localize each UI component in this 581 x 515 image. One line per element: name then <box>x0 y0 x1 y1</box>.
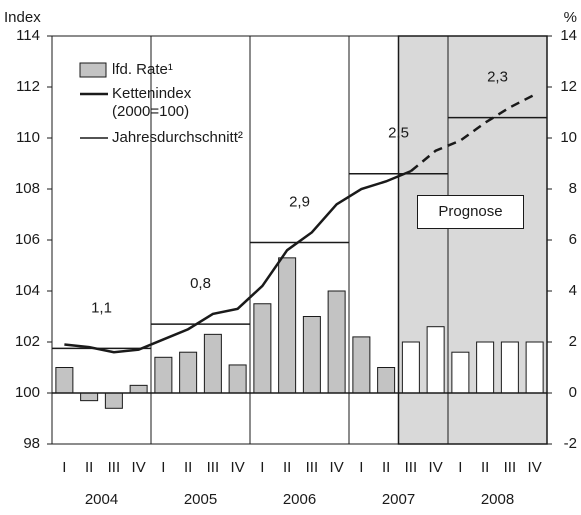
y2-tick-label: 6 <box>569 231 577 248</box>
y2-tick-label: 14 <box>560 27 577 44</box>
x-tick-label: I <box>260 459 264 476</box>
y2-tick-label: 10 <box>560 129 577 146</box>
bar <box>401 341 420 394</box>
y-tick-label: 102 <box>15 333 40 350</box>
bar <box>302 316 321 394</box>
x-tick-label: I <box>161 459 165 476</box>
bar <box>228 364 247 394</box>
plot-frame <box>51 35 548 445</box>
bar <box>129 384 148 394</box>
bar <box>253 303 272 394</box>
legend-step-label: Jahresdurchschnitt² <box>112 129 243 146</box>
x-tick-label: III <box>504 459 517 476</box>
x-tick-label: I <box>359 459 363 476</box>
y2-tick-label: 8 <box>569 180 577 197</box>
y2-tick-label: -2 <box>564 435 577 452</box>
y-tick-label: 110 <box>16 129 40 146</box>
y-tick-label: 112 <box>16 78 40 95</box>
y2-tick-label: 12 <box>560 78 577 95</box>
bar <box>476 341 495 394</box>
x-tick-label: III <box>405 459 418 476</box>
x-tick-label: IV <box>330 459 344 476</box>
y2-tick-label: 2 <box>569 333 577 350</box>
x-tick-label: II <box>283 459 291 476</box>
y-tick-label: 98 <box>23 435 40 452</box>
y-tick-label: 106 <box>15 231 40 248</box>
bar <box>352 336 371 394</box>
y2-tick-label: 0 <box>569 384 577 401</box>
forecast-area <box>397 35 548 445</box>
legend-line-label: Kettenindex (2000=100) <box>112 85 192 120</box>
x-tick-label: IV <box>528 459 542 476</box>
x-tick-label: IV <box>429 459 443 476</box>
y2-tick-label: 4 <box>569 282 577 299</box>
bar <box>278 257 297 394</box>
bar <box>500 341 519 394</box>
bar <box>80 392 99 402</box>
legend-bar-swatch <box>79 62 107 78</box>
y-axis-title: Index <box>4 9 41 26</box>
bar <box>525 341 544 394</box>
legend-bar-label: lfd. Rate¹ <box>112 61 173 78</box>
x-tick-label: IV <box>231 459 245 476</box>
x-tick-label: III <box>306 459 319 476</box>
annual-growth-label: 1,1 <box>91 299 112 316</box>
y-tick-label: 108 <box>15 180 40 197</box>
bar <box>327 290 346 394</box>
bar <box>179 351 198 394</box>
bar <box>426 326 445 394</box>
year-label: 2005 <box>184 491 217 508</box>
annual-growth-label: 2,3 <box>487 69 508 86</box>
y2-axis-title: % <box>564 9 577 26</box>
index-line-forecast <box>410 93 536 173</box>
x-tick-label: II <box>382 459 390 476</box>
bar <box>451 351 470 394</box>
year-label: 2007 <box>382 491 415 508</box>
y-tick-label: 114 <box>16 27 40 44</box>
bar <box>55 367 74 394</box>
bar <box>203 333 222 394</box>
x-tick-label: II <box>481 459 489 476</box>
bar <box>154 356 173 394</box>
year-label: 2004 <box>85 491 118 508</box>
x-tick-label: II <box>184 459 192 476</box>
year-label: 2008 <box>481 491 514 508</box>
x-tick-label: I <box>62 459 66 476</box>
annual-growth-label: 2,9 <box>289 194 310 211</box>
x-tick-label: III <box>207 459 220 476</box>
year-label: 2006 <box>283 491 316 508</box>
x-tick-label: III <box>108 459 121 476</box>
x-tick-label: I <box>458 459 462 476</box>
index-line <box>64 169 412 354</box>
bar <box>377 367 396 394</box>
forecast-label: Prognose <box>417 195 524 229</box>
annual-growth-label: 0,8 <box>190 275 211 292</box>
x-tick-label: IV <box>132 459 146 476</box>
x-tick-label: II <box>85 459 93 476</box>
y-tick-label: 104 <box>15 282 40 299</box>
annual-growth-label: 2,5 <box>388 125 409 142</box>
bar <box>104 392 123 409</box>
y-tick-label: 100 <box>15 384 40 401</box>
